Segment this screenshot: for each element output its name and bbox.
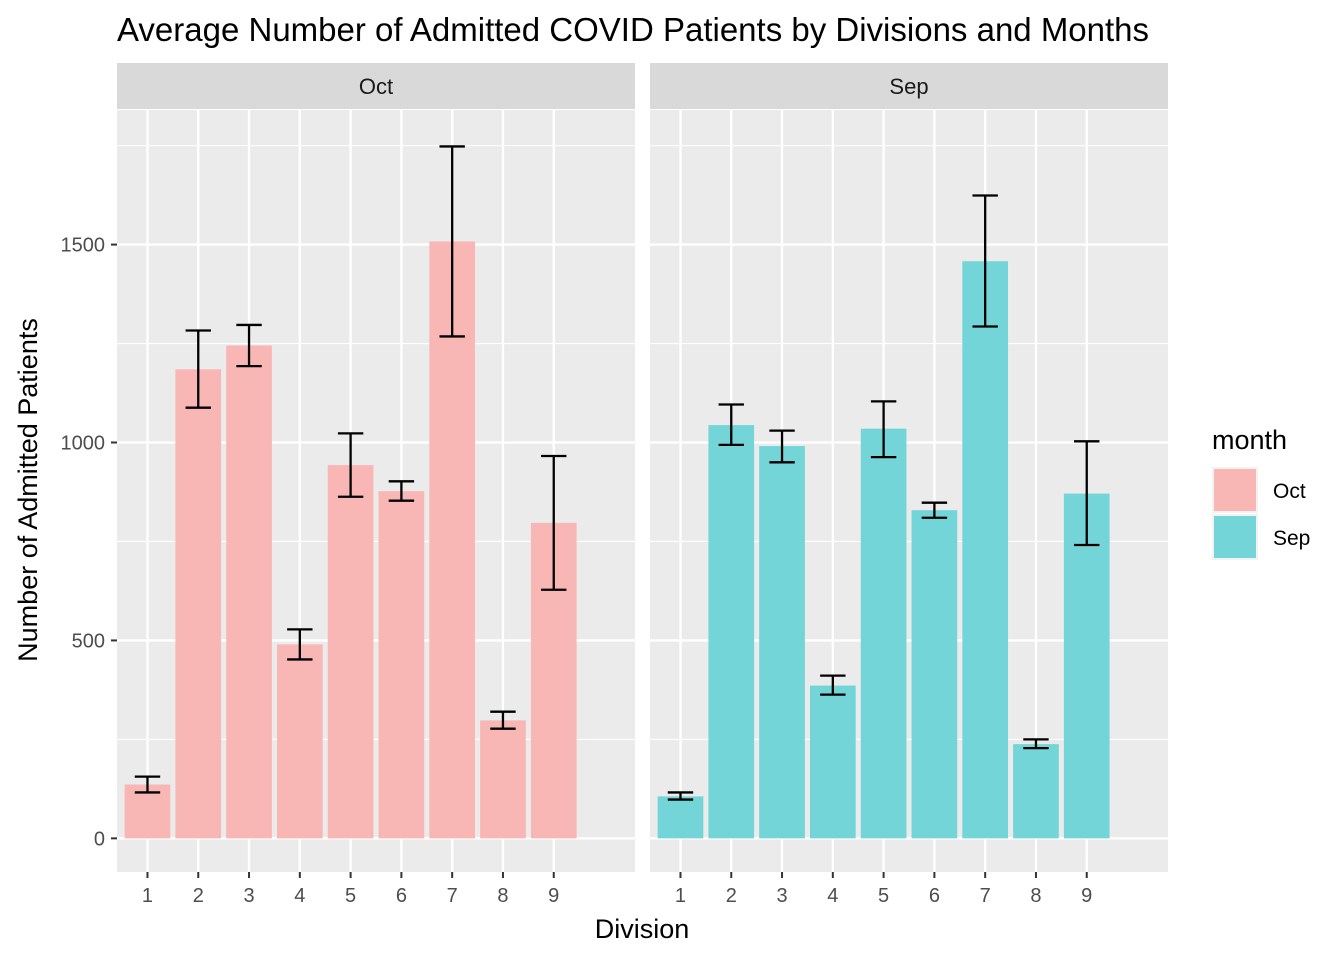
x-tick-label: 3 xyxy=(243,885,254,907)
x-tick-label: 5 xyxy=(345,885,356,907)
x-tick-label: 7 xyxy=(447,885,458,907)
x-axis-label: Division xyxy=(595,914,690,944)
error-bar-oct-5 xyxy=(337,432,364,498)
y-tick-label: 500 xyxy=(72,630,105,652)
error-bar-sep-9 xyxy=(1074,440,1100,547)
y-axis-label: Number of Admitted Patients xyxy=(13,318,43,662)
error-bar-sep-8 xyxy=(1023,738,1049,750)
error-bar-oct-7 xyxy=(439,145,465,338)
x-tick-label: 7 xyxy=(980,885,991,907)
error-bar-oct-9 xyxy=(541,454,567,591)
legend-key-sep xyxy=(1214,516,1256,558)
x-tick-label: 1 xyxy=(675,885,686,907)
x-tick-label: 5 xyxy=(878,885,889,907)
bar-oct-2 xyxy=(175,369,222,839)
x-tick-label: 8 xyxy=(497,885,508,907)
bar-sep-7 xyxy=(962,261,1009,839)
y-tick-label: 0 xyxy=(94,828,105,850)
error-bar-sep-4 xyxy=(820,674,846,696)
legend-label-sep: Sep xyxy=(1273,527,1310,550)
error-bar-oct-3 xyxy=(236,323,262,368)
x-tick-label: 4 xyxy=(294,885,305,907)
legend: month Oct Sep xyxy=(1212,425,1310,560)
x-tick-label: 1 xyxy=(142,885,153,907)
x-tick-label: 2 xyxy=(726,885,737,907)
x-tick-label: 9 xyxy=(548,885,559,907)
error-bar-sep-7 xyxy=(972,194,998,328)
y-tick-label: 1500 xyxy=(61,235,106,257)
error-bar-sep-6 xyxy=(921,501,948,519)
bar-oct-4 xyxy=(276,644,323,839)
bar-oct-7 xyxy=(429,241,476,839)
bar-sep-5 xyxy=(860,428,907,839)
error-bar-oct-2 xyxy=(185,329,211,409)
error-bar-oct-8 xyxy=(490,710,516,730)
bar-oct-6 xyxy=(378,491,425,839)
facet-panel-oct: Oct 1 2 3 4 5 6 7 8 9 0 500 1000 1500 xyxy=(61,63,635,907)
bar-sep-6 xyxy=(911,510,958,839)
bar-sep-8 xyxy=(1013,744,1059,839)
legend-title: month xyxy=(1212,425,1287,455)
error-bar-sep-5 xyxy=(870,400,897,459)
facet-strip-label: Sep xyxy=(889,74,928,99)
x-tick-label: 6 xyxy=(396,885,407,907)
facet-strip-label: Oct xyxy=(359,74,393,99)
bar-oct-3 xyxy=(226,345,272,839)
facet-panels: Oct 1 2 3 4 5 6 7 8 9 0 500 1000 1500 Sep 1 2 3 4 5 6 7 8 9 xyxy=(61,63,1168,907)
facet-panel-sep: Sep 1 2 3 4 5 6 7 8 9 xyxy=(650,63,1168,907)
x-tick-label: 9 xyxy=(1081,885,1092,907)
error-bar-sep-3 xyxy=(769,429,795,464)
x-tick-label: 3 xyxy=(776,885,787,907)
bar-sep-4 xyxy=(809,685,856,839)
y-tick-label: 1000 xyxy=(61,433,106,455)
x-tick-label: 4 xyxy=(827,885,838,907)
facet-strip xyxy=(650,63,1168,109)
bar-sep-9 xyxy=(1063,493,1110,839)
legend-key-oct xyxy=(1214,469,1256,511)
error-bar-oct-6 xyxy=(388,480,415,502)
x-tick-label: 8 xyxy=(1030,885,1041,907)
x-tick-label: 6 xyxy=(929,885,940,907)
bar-oct-8 xyxy=(480,720,526,839)
bar-sep-2 xyxy=(708,425,755,839)
error-bar-sep-2 xyxy=(718,403,744,447)
bar-sep-1 xyxy=(657,796,704,839)
error-bar-sep-1 xyxy=(667,791,694,801)
legend-label-oct: Oct xyxy=(1273,480,1306,503)
x-tick-label: 2 xyxy=(193,885,204,907)
facet-strip xyxy=(117,63,635,109)
bar-oct-5 xyxy=(327,465,374,839)
chart-title: Average Number of Admitted COVID Patient… xyxy=(117,11,1149,48)
bar-sep-3 xyxy=(759,446,805,839)
error-bar-oct-4 xyxy=(287,628,313,661)
error-bar-oct-1 xyxy=(134,775,161,794)
